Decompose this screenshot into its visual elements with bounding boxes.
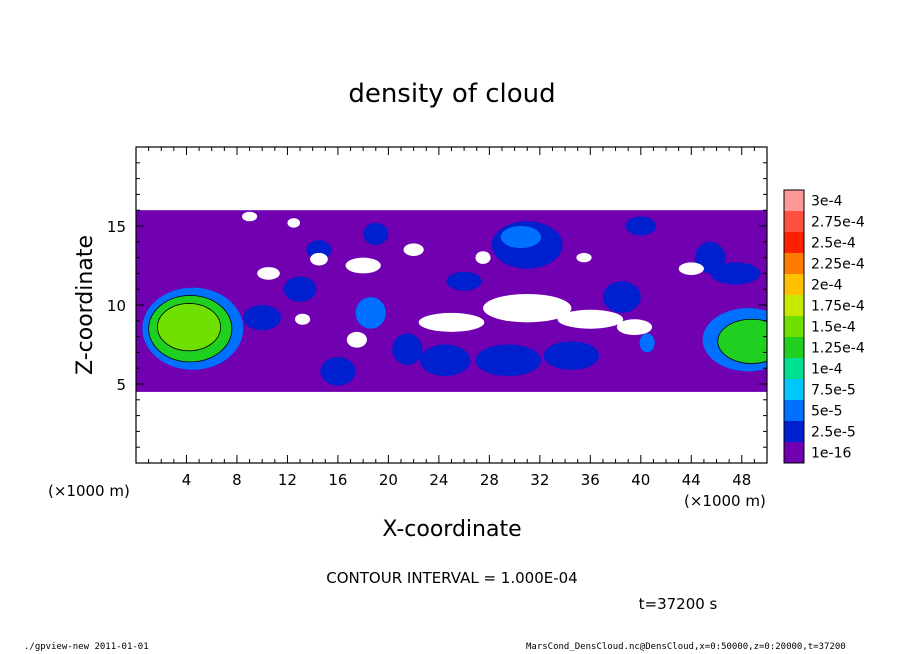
colorbar-label: 7.5e-5: [811, 383, 856, 399]
x-tick-label: 40: [631, 471, 650, 489]
colorbar-swatch: [784, 379, 804, 401]
cloud-gap: [576, 252, 592, 263]
cloud-density-blob: [717, 318, 767, 364]
y-axis: 5 10 15: [107, 162, 767, 448]
x-tick-label: 32: [530, 471, 549, 489]
cloud-density-blob: [283, 276, 317, 302]
contour-interval-label: CONTOUR INTERVAL = 1.000E-04: [326, 569, 577, 587]
x-tick-label: 44: [682, 471, 701, 489]
cloud-density-blob: [710, 262, 761, 285]
cloud-density-blob: [500, 226, 542, 249]
x-tick-label: 36: [581, 471, 600, 489]
x-tick-label: 28: [480, 471, 499, 489]
cloud-density-blob: [602, 281, 641, 313]
time-label: t=37200 s: [639, 595, 718, 613]
y-tick-label: 10: [107, 297, 126, 315]
colorbar-label: 1.75e-4: [811, 299, 865, 315]
cloud-density-blob: [306, 240, 332, 260]
cloud-density-blob: [446, 271, 482, 291]
cloud-density-blob: [157, 303, 221, 352]
x-tick-label: 24: [429, 471, 448, 489]
x-unit-label-left: (×1000 m): [48, 482, 130, 500]
cloud-density-blob: [419, 344, 471, 377]
cloud-density-blob: [639, 333, 655, 353]
colorbar-label: 2e-4: [811, 278, 843, 294]
x-unit-label-right: (×1000 m): [684, 492, 766, 510]
footer-left: ./gpview-new 2011-01-01: [24, 642, 149, 652]
cloud-gap: [295, 313, 311, 325]
colorbar-swatch: [784, 232, 804, 254]
colorbar-swatch: [784, 337, 804, 359]
colorbar-swatch: [784, 421, 804, 443]
footer-right: MarsCond_DensCloud.nc@DensCloud,x=0:5000…: [526, 642, 846, 652]
cloud-density-blob: [243, 305, 282, 331]
y-tick-label: 15: [107, 218, 126, 236]
colorbar-label: 1.25e-4: [811, 341, 865, 357]
cloud-gap: [346, 331, 367, 348]
colorbar-swatch: [784, 295, 804, 317]
cloud-gap: [678, 262, 704, 275]
cloud-gap: [557, 309, 624, 329]
x-tick-label: 48: [732, 471, 751, 489]
cloud-density-blob: [543, 341, 600, 370]
cloud-gap: [403, 243, 424, 257]
colorbar-swatch: [784, 358, 804, 380]
colorbar-swatch: [784, 253, 804, 275]
y-axis-title: Z-coordinate: [73, 235, 98, 375]
colorbar-swatch: [784, 316, 804, 338]
colorbar-swatch: [784, 442, 804, 464]
y-tick-label: 5: [116, 376, 126, 394]
colorbar-frame: [783, 189, 805, 464]
cloud-gap: [257, 267, 280, 280]
cloud-gap: [475, 251, 491, 264]
cloud-gap: [483, 293, 572, 323]
x-tick-label: 12: [278, 471, 297, 489]
x-tick-label: 4: [182, 471, 192, 489]
cloud-gap: [345, 257, 381, 274]
chart-title: density of cloud: [348, 79, 555, 109]
cloud-density-field: [136, 210, 767, 392]
colorbar-swatch: [784, 274, 804, 296]
cloud-gap: [418, 312, 485, 332]
cloud-density-blob: [392, 333, 423, 366]
colorbar-label: 2.5e-4: [811, 236, 856, 252]
cloud-density-blob: [320, 357, 356, 386]
colorbar-label: 1.5e-4: [811, 320, 856, 336]
cloud-density-blob: [625, 216, 656, 236]
colorbar-label: 3e-4: [811, 194, 843, 210]
x-axis-title: X-coordinate: [382, 517, 521, 542]
colorbar-swatch: [784, 211, 804, 233]
x-tick-label: 16: [328, 471, 347, 489]
cloud-density-blob: [355, 297, 386, 329]
colorbar-label: 2.75e-4: [811, 215, 865, 231]
colorbar-label: 1e-4: [811, 362, 843, 378]
x-axis: 4 8 12 16 20 24 28 32 36 40 44 48: [148, 147, 755, 489]
colorbar-swatch: [784, 400, 804, 422]
cloud-density-blob: [475, 344, 542, 377]
colorbar-label: 2.5e-5: [811, 425, 856, 441]
colorbar: 3e-4 2.75e-4 2.5e-4 2.25e-4 2e-4 1.75e-4 1.5e-…: [783, 189, 865, 464]
colorbar-label: 5e-5: [811, 404, 842, 420]
plot-area: [135, 146, 768, 464]
cloud-gap: [287, 218, 301, 228]
colorbar-label: 1e-16: [811, 446, 851, 462]
cloud-gap: [310, 252, 328, 266]
cloud-density-blob: [695, 241, 726, 274]
x-tick-label: 20: [379, 471, 398, 489]
cloud-gap: [616, 319, 653, 336]
colorbar-label: 2.25e-4: [811, 257, 865, 273]
colorbar-swatch: [784, 190, 804, 212]
x-tick-label: 8: [232, 471, 242, 489]
cloud-gap: [242, 211, 258, 222]
cloud-density-blob: [363, 222, 389, 245]
